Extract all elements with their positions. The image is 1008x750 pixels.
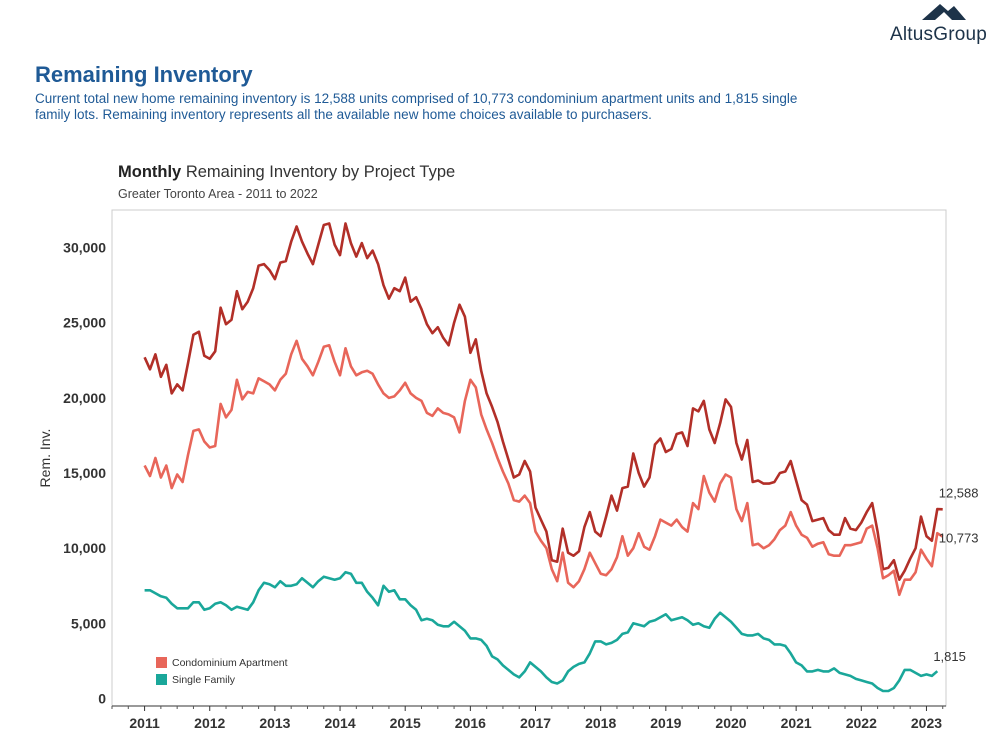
page-description: Current total new home remaining invento… — [35, 91, 798, 122]
y-tick-label: 20,000 — [63, 390, 106, 406]
chart-title-bold: Monthly — [118, 163, 182, 181]
y-axis: 0 5,000 10,000 15,000 20,000 25,000 30,000 — [63, 240, 106, 707]
legend: Condominium Apartment Single Family — [156, 657, 288, 686]
logo-text: AltusGroup — [890, 24, 988, 45]
company-logo: AltusGroup — [886, 0, 1002, 50]
y-tick-label: 5,000 — [71, 615, 106, 631]
series-end-label: 12,588 — [939, 485, 979, 500]
x-tick-label: 2014 — [324, 715, 355, 731]
x-tick-label: 2015 — [390, 715, 421, 731]
legend-label: Condominium Apartment — [172, 657, 288, 669]
end-labels: 12,588 10,773 1,815 — [933, 485, 978, 664]
x-tick-label: 2019 — [650, 715, 681, 731]
legend-swatch — [156, 657, 167, 668]
x-tick-label: 2017 — [520, 715, 551, 731]
x-tick-label: 2023 — [911, 715, 942, 731]
x-tick-label: 2021 — [781, 715, 812, 731]
x-tick-label: 2020 — [715, 715, 746, 731]
x-axis: 2011 2012 2013 2014 2015 2016 2017 2018 2019 2020… — [111, 705, 946, 731]
mountain-logo-icon — [922, 4, 966, 20]
x-tick-label: 2011 — [129, 715, 160, 731]
chart-subtitle: Greater Toronto Area - 2011 to 2022 — [118, 187, 318, 201]
legend-swatch — [156, 674, 167, 685]
x-tick-label: 2016 — [455, 715, 486, 731]
page-title: Remaining Inventory — [35, 62, 253, 87]
series-line-2 — [143, 339, 944, 597]
series-layer — [143, 222, 944, 693]
x-tick-label: 2022 — [846, 715, 877, 731]
y-tick-label: 15,000 — [63, 465, 106, 481]
series-end-label: 10,773 — [939, 531, 979, 546]
y-axis-label: Rem. Inv. — [37, 429, 53, 488]
series-line-1 — [143, 222, 943, 581]
chart-title-rest: Remaining Inventory by Project Type — [181, 163, 456, 181]
x-tick-label: 2013 — [259, 715, 290, 731]
x-tick-label: 2018 — [585, 715, 616, 731]
series-line-3 — [144, 570, 939, 693]
y-tick-label: 30,000 — [63, 240, 106, 256]
series-end-label: 1,815 — [933, 649, 966, 664]
plot-frame — [111, 209, 947, 707]
legend-label: Single Family — [172, 674, 236, 686]
x-tick-label: 2012 — [194, 715, 225, 731]
y-tick-label: 10,000 — [63, 540, 106, 556]
chart-title: Monthly Remaining Inventory by Project T… — [118, 163, 455, 182]
y-tick-label: 0 — [98, 690, 106, 706]
y-tick-label: 25,000 — [63, 315, 106, 331]
